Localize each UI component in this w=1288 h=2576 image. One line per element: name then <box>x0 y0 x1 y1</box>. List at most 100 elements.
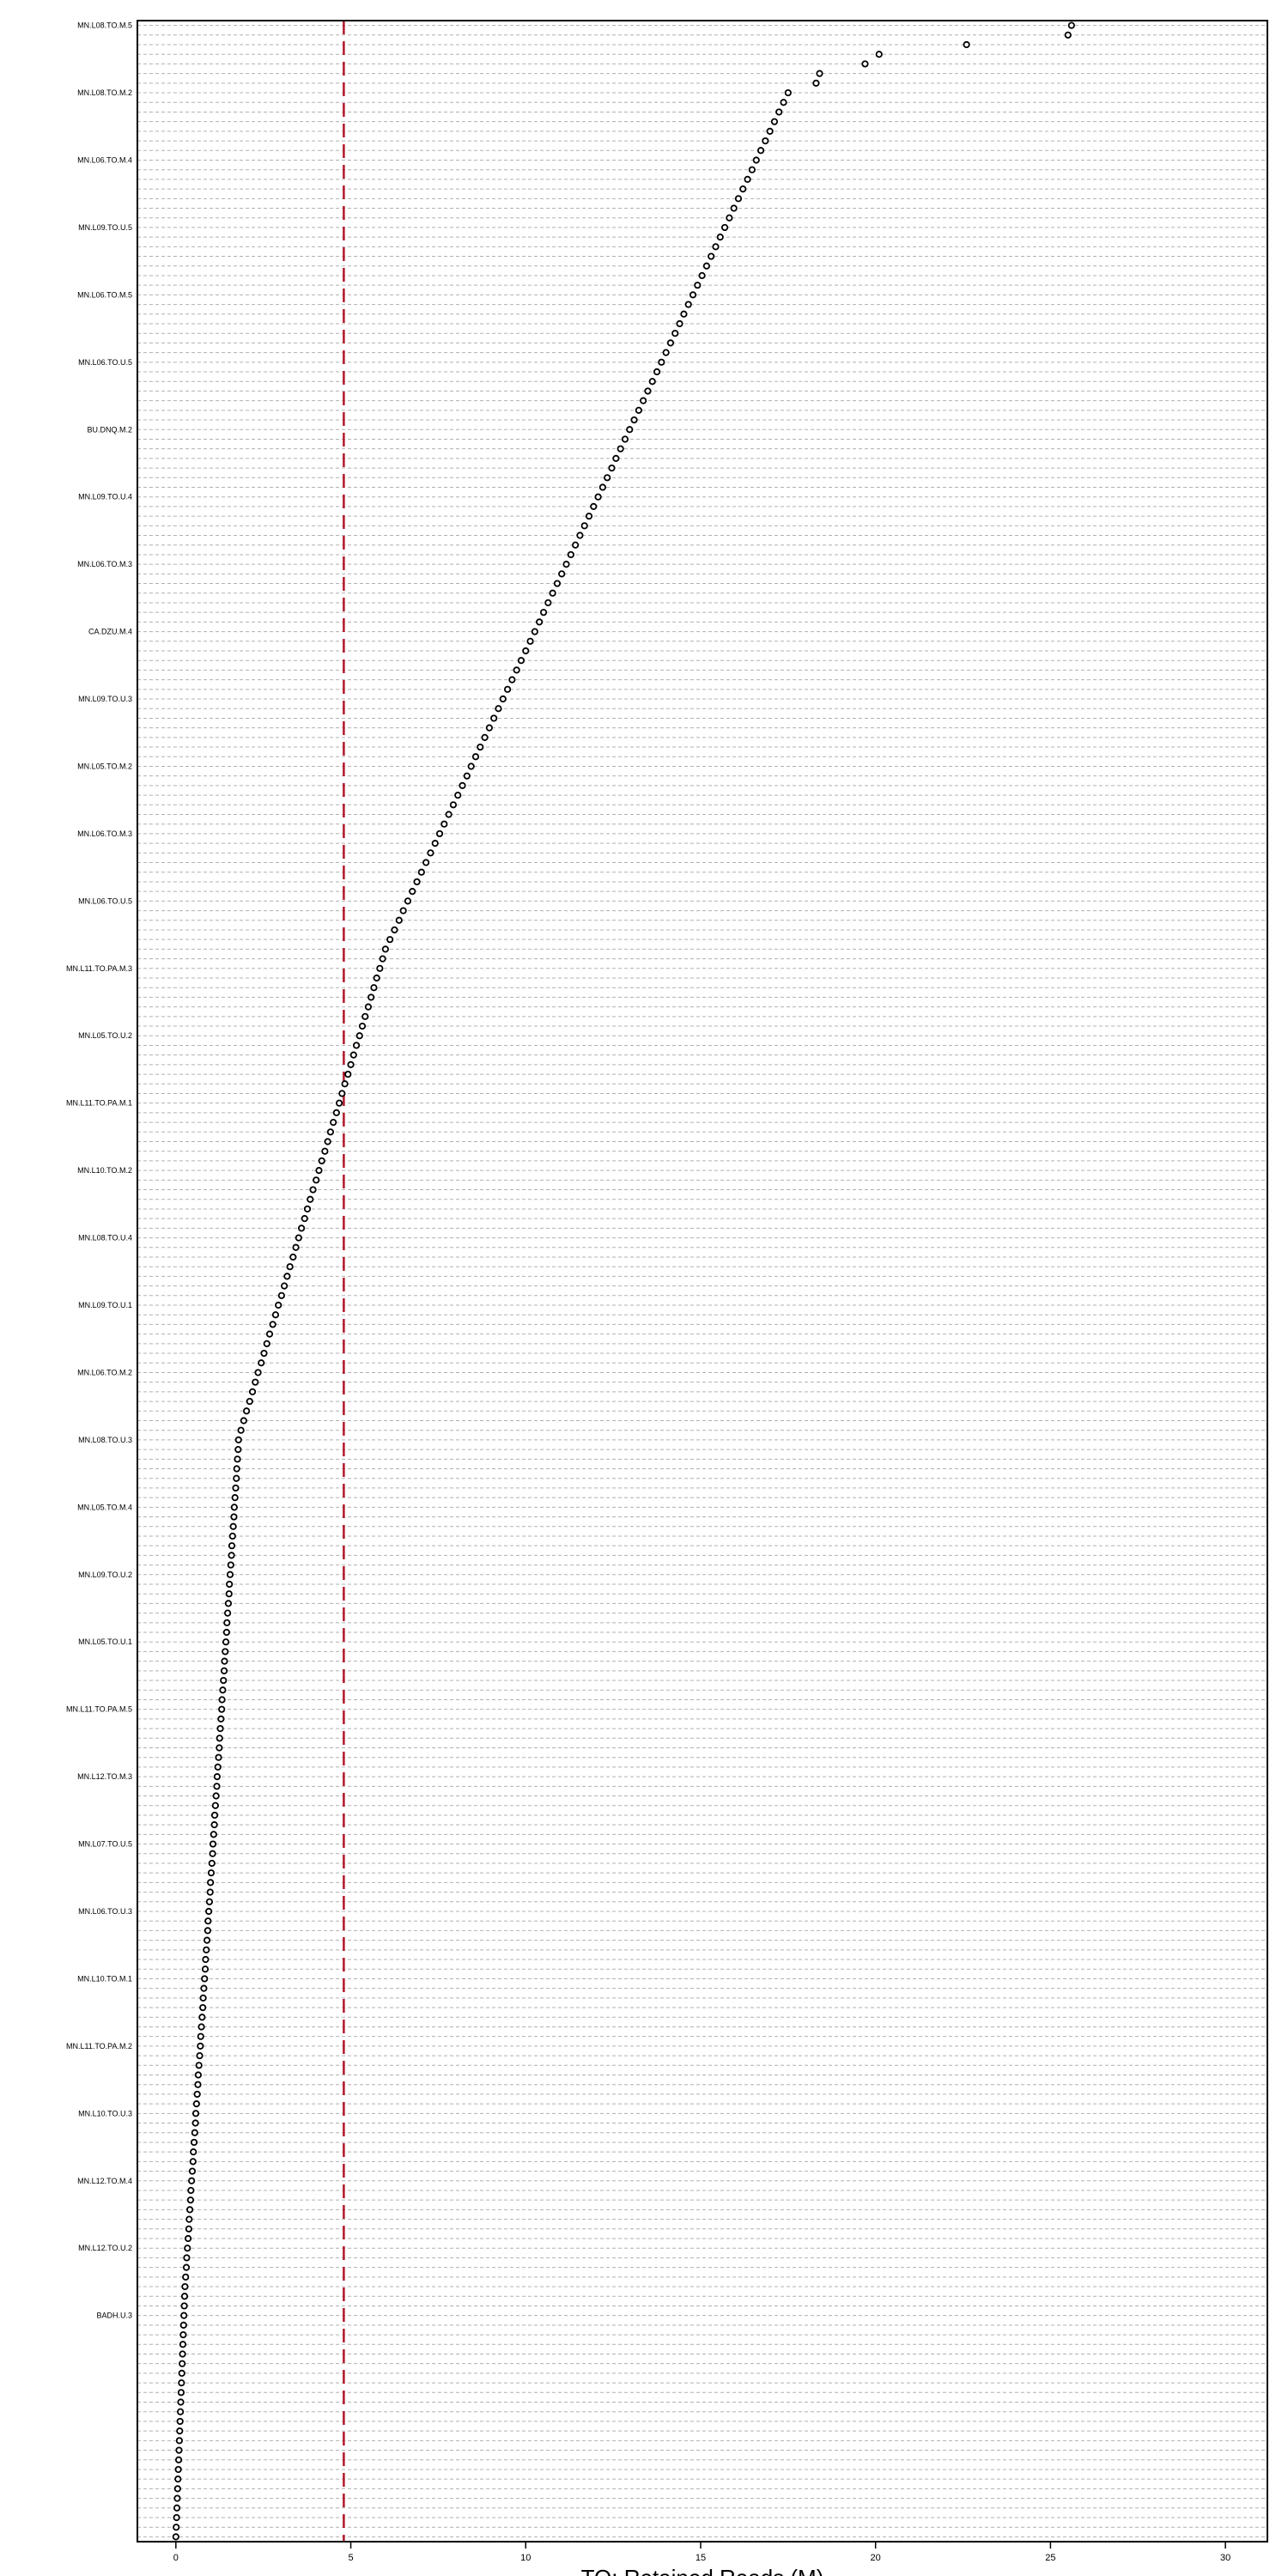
data-point <box>440 820 448 828</box>
data-point <box>193 2090 201 2099</box>
data-point <box>197 2042 204 2050</box>
data-point <box>210 1811 219 1820</box>
data-point <box>612 454 620 462</box>
data-point <box>208 1859 216 1868</box>
data-point <box>180 2302 188 2310</box>
data-point <box>177 2408 185 2415</box>
data-point <box>553 580 562 587</box>
data-point <box>344 1070 352 1078</box>
sample-label: MN.L06.TO.M.4 <box>77 155 132 164</box>
data-point <box>572 541 580 549</box>
sample-label: MN.L11.TO.PA.M.1 <box>66 1099 132 1108</box>
data-point <box>211 1801 219 1809</box>
sample-label: MN.L06.TO.U.3 <box>78 1907 132 1916</box>
data-point <box>708 252 715 260</box>
data-point <box>213 1783 221 1790</box>
data-point <box>289 1253 297 1261</box>
data-point <box>373 974 380 982</box>
data-point <box>172 2533 179 2541</box>
data-point <box>739 185 747 193</box>
data-point <box>217 1715 225 1722</box>
data-point <box>191 2129 198 2136</box>
sample-label: MN.L05.TO.M.4 <box>77 1503 132 1511</box>
data-point <box>689 291 697 299</box>
data-point <box>558 570 566 578</box>
data-point <box>216 1724 224 1733</box>
data-point <box>680 310 688 318</box>
data-point <box>237 1426 245 1434</box>
data-point <box>658 358 665 366</box>
data-point <box>712 243 720 251</box>
x-tick-label: 30 <box>1220 2553 1230 2563</box>
data-point <box>391 926 398 934</box>
data-point <box>698 271 706 280</box>
data-point <box>205 1898 214 1905</box>
sample-label: MN.L08.TO.M.2 <box>77 88 132 97</box>
data-point <box>752 156 760 164</box>
data-point <box>422 859 430 866</box>
data-point <box>176 2427 184 2435</box>
data-point <box>220 1667 228 1674</box>
data-point <box>202 1955 210 1964</box>
data-point <box>608 464 616 472</box>
data-point <box>292 1243 300 1251</box>
data-point <box>324 1138 331 1145</box>
data-point <box>716 234 724 241</box>
data-point <box>173 2494 181 2502</box>
data-point <box>399 907 407 914</box>
data-point <box>321 1147 329 1155</box>
data-point <box>503 685 512 693</box>
data-point <box>180 2312 188 2319</box>
data-point <box>816 70 823 77</box>
data-point <box>413 878 421 886</box>
data-point <box>630 416 638 424</box>
data-point <box>379 955 386 963</box>
data-point <box>191 2119 199 2127</box>
sample-label: MN.L11.TO.PA.M.2 <box>66 2042 132 2050</box>
data-point <box>175 2437 183 2445</box>
data-point <box>431 840 439 848</box>
data-point <box>227 1561 234 1569</box>
data-point <box>295 1234 302 1242</box>
data-point <box>197 2023 205 2031</box>
data-point <box>467 762 475 770</box>
sample-labels: MN.L08.TO.M.5 MN.L08.TO.M.2 MN.L06.TO.M.4 M… <box>66 21 132 2320</box>
x-tick-label: 5 <box>348 2553 353 2563</box>
data-point <box>635 406 642 414</box>
data-point <box>213 1773 221 1781</box>
data-point <box>212 1792 220 1800</box>
x-axis-title: TO: Retained Reads (M) <box>581 2565 824 2576</box>
data-point <box>197 2032 204 2040</box>
data-point <box>201 1975 209 1983</box>
data-point <box>702 262 710 270</box>
data-point <box>355 1032 363 1040</box>
sample-label: MN.L09.TO.U.3 <box>78 695 132 703</box>
data-point <box>617 445 624 453</box>
data-point <box>246 1397 253 1406</box>
data-point <box>775 108 783 116</box>
data-point <box>358 1022 367 1030</box>
data-point <box>216 1735 223 1742</box>
data-point <box>567 550 574 559</box>
data-point <box>174 2476 182 2483</box>
data-point <box>784 88 792 97</box>
data-point <box>226 1571 234 1578</box>
data-point <box>303 1205 312 1213</box>
data-point <box>222 1648 229 1656</box>
data-point <box>224 1609 232 1617</box>
data-point <box>780 99 787 106</box>
data-point <box>481 733 489 741</box>
sample-label: MN.L09.TO.U.1 <box>78 1301 132 1309</box>
data-point <box>182 2273 190 2281</box>
data-point <box>730 204 738 212</box>
data-point <box>216 1744 223 1752</box>
data-point <box>307 1195 314 1203</box>
sample-label: MN.L08.TO.U.4 <box>78 1234 132 1242</box>
data-point <box>265 1330 274 1338</box>
sample-label: MN.L05.TO.U.2 <box>78 1031 132 1040</box>
sample-label: MN.L05.TO.U.1 <box>78 1637 132 1646</box>
data-point <box>203 1946 210 1953</box>
data-point <box>526 637 534 645</box>
sample-label: MN.L09.TO.U.4 <box>78 493 132 501</box>
sample-label: MN.L06.TO.M.5 <box>77 290 132 299</box>
